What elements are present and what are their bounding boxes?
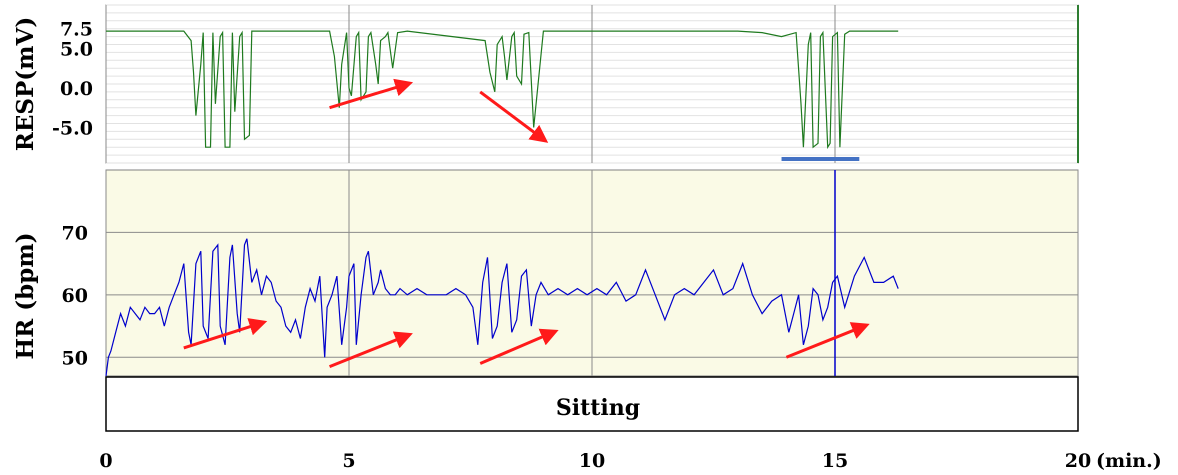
phase-label: Sitting [556,395,640,421]
resp-trend-arrow [479,90,549,143]
x-axis-unit: (min.) [1096,450,1162,472]
hr-trend-arrow [785,322,870,359]
resp-arrows [329,78,549,143]
hr-y-tick-label: 50 [62,347,88,369]
x-axis: 0 5 10 15 20 (min.) [99,450,1161,472]
hr-trend-arrow [479,328,559,365]
x-tick-label: 10 [579,450,605,472]
hr-y-tick-label: 60 [62,285,88,307]
resp-y-tick-label: 7.5 [60,19,93,41]
x-tick-label: 15 [822,450,848,472]
resp-y-axis-label: RESP(mV) [12,17,39,152]
hr-trend-arrow [329,331,413,369]
hr-series-line [105,238,899,377]
resp-y-ticks: 7.5 5.0 0.0 -5.0 [52,19,93,140]
phase-rect [105,376,1079,432]
phase-box: Sitting [105,376,1079,432]
resp-y-tick-label: -5.0 [52,117,93,139]
hr-y-ticks: 70 60 50 [62,222,88,369]
hr-y-tick-label: 70 [62,222,88,244]
hr-y-axis-label: HR (bpm) [12,232,39,359]
resp-y-tick-label: 5.0 [60,38,93,60]
resp-trend-arrow [329,78,414,110]
x-tick-label: 0 [99,450,112,472]
x-tick-label: 20 [1065,450,1091,472]
hr-arrows [183,318,870,369]
resp-panel: 7.5 5.0 0.0 -5.0 RESP(mV) [12,4,1079,164]
resp-y-tick-label: 0.0 [60,78,93,100]
hr-panel: 70 60 50 HR (bpm) [12,169,1079,377]
hr-trend-arrow [183,318,268,350]
resp-series-line [106,30,899,150]
x-tick-label: 5 [342,450,355,472]
